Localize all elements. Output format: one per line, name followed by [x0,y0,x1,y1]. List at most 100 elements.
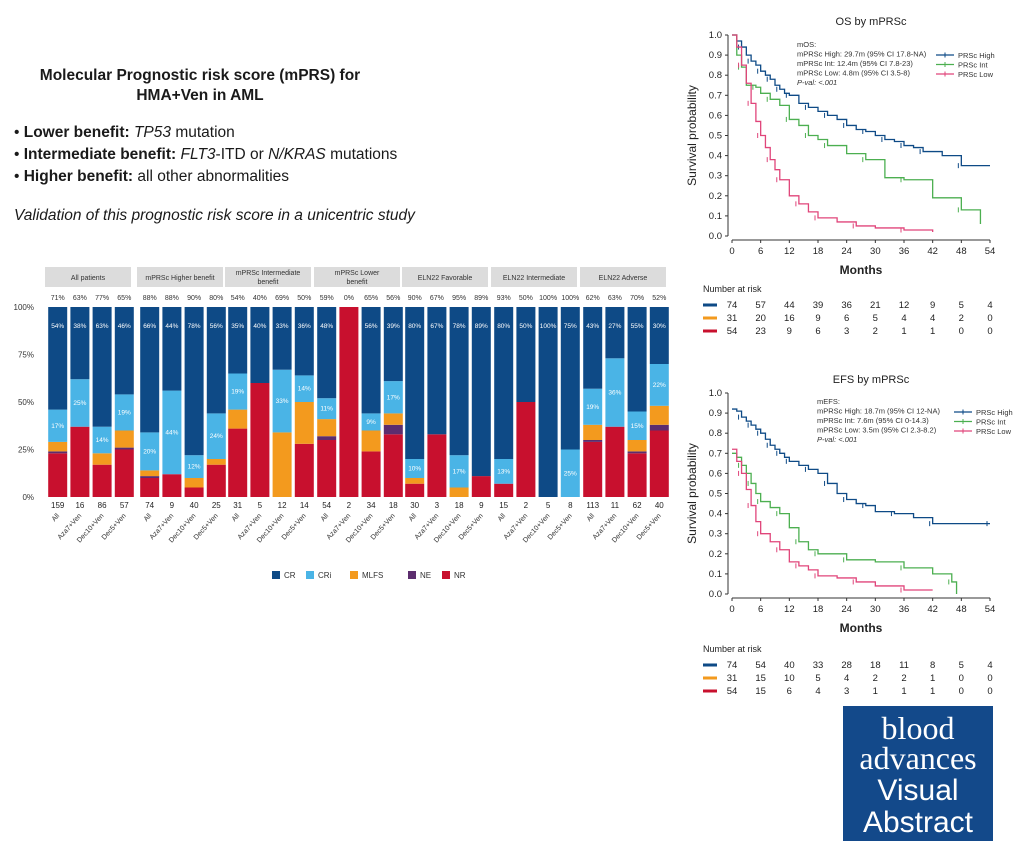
bullet-high-rest: all other abnormalities [133,168,290,185]
response-rate-label: 70% [630,295,644,302]
risk-count: 74 [727,300,738,311]
response-rate-label: 89% [474,295,488,302]
group-header-panel [580,267,666,287]
bar-segment-cr [361,307,381,414]
risk-count: 40 [784,660,795,671]
cr-value-label: 89% [475,323,488,330]
risk-count: 33 [813,660,824,671]
n-label: 74 [145,501,154,510]
validation-note: Validation of this prognostic risk score… [14,207,415,224]
risk-count: 6 [815,326,820,337]
group-header-panel [491,267,577,287]
risk-count: 4 [930,313,935,324]
bar-segment-nr [405,483,425,497]
y-tick-label: 0.1 [709,211,722,222]
bar-segment-mlfs [140,470,160,477]
response-rate-label: 88% [143,295,157,302]
bar-segment-mlfs [383,413,403,425]
n-label: 18 [389,501,398,510]
n-label: 14 [300,501,309,510]
risk-count: 1 [873,686,878,697]
cri-value-label: 44% [165,429,178,436]
risk-count: 4 [987,300,992,311]
group-header-panel [45,267,131,287]
risk-count: 54 [727,326,738,337]
risk-count: 1 [930,686,935,697]
x-tick-label: 54 [985,246,996,257]
bar-segment-cri [70,379,90,427]
x-tick-label: 18 [813,604,824,615]
x-tick-label: 12 [784,246,795,257]
cri-value-label: 12% [188,464,201,471]
bar-segment-cri [206,413,226,459]
bar-segment-nr [361,451,381,497]
km-curve-1 [732,452,958,594]
bullet-lower-bold: Lower benefit: [23,124,130,141]
bar-segment-cr [294,307,314,376]
blood-advances-logo: blood advances Visual Abstract [843,706,993,841]
cr-value-label: 80% [408,323,421,330]
bar-segment-mlfs [48,441,68,452]
risk-count: 57 [755,300,766,311]
risk-count: 9 [787,326,792,337]
bar-segment-cri [162,390,182,475]
n-label: 12 [278,501,287,510]
cr-value-label: 56% [210,323,223,330]
y-tick-label: 75% [18,351,34,360]
bar-segment-cri [361,413,381,431]
group-header-label: mPRSc Intermediate [236,270,301,277]
cri-value-label: 19% [586,404,599,411]
bullet-higher: • Higher benefit: all other abnormalitie… [14,168,290,185]
y-tick-label: 25% [18,446,34,455]
x-tick-label: 42 [927,246,938,257]
cr-value-label: 67% [430,323,443,330]
cr-value-label: 63% [96,323,109,330]
bar-segment-nr [427,434,447,497]
y-tick-label: 0.8 [709,428,722,439]
km-curve-1 [732,34,982,224]
y-tick-label: 0.7 [709,90,722,101]
bullet-intermediate: • Intermediate benefit: FLT3-ITD or N/KR… [14,146,398,163]
km-curve-0 [732,34,990,167]
y-tick-label: 0.6 [709,468,722,479]
bar-segment-nr [605,426,625,497]
bar-segment-ne [317,436,337,440]
y-tick-label: 1.0 [709,30,722,41]
bar-segment-cri [228,373,248,410]
cri-value-label: 11% [320,406,333,413]
cr-value-label: 44% [165,323,178,330]
risk-count: 3 [844,326,849,337]
cri-value-label: 17% [51,423,64,430]
bar-segment-mlfs [649,405,669,425]
bar-segment-cri [649,364,669,406]
y-tick-label: 1.0 [709,388,722,399]
cri-value-label: 17% [453,468,466,475]
benefit-list: • Lower benefit: TP53 mutation • Interme… [14,122,397,188]
legend-swatch-cri [306,571,314,579]
risk-count: 39 [813,300,824,311]
risk-count: 28 [841,660,852,671]
risk-count: 8 [930,660,935,671]
response-rate-label: 63% [73,295,87,302]
risk-count: 3 [844,686,849,697]
efs-km-chart: EFS by mPRSc 0.0 0.1 0.2 0.3 0.4 0.5 0.6 0.7 0.8 0… [685,374,1013,697]
cr-value-label: 54% [51,323,64,330]
y-tick-label: 0.5 [709,489,722,500]
risk-count: 5 [873,313,878,324]
cri-value-label: 22% [653,382,666,389]
bar-segment-cri [605,358,625,427]
x-tick-label: 48 [956,604,967,615]
cri-value-label: 25% [73,400,86,407]
legend-label: PRSc High [958,51,995,60]
risk-count: 18 [870,660,881,671]
n-label: 57 [120,501,129,510]
bar-segment-cr [538,307,558,497]
response-rate-label: 90% [408,295,422,302]
bar-segment-cri [560,449,580,497]
legend-swatch-nr [442,571,450,579]
category-label: All [586,512,597,523]
n-label: 2 [347,501,352,510]
cr-value-label: 40% [253,323,266,330]
bar-segment-cr [471,307,491,477]
risk-count: 2 [901,673,906,684]
